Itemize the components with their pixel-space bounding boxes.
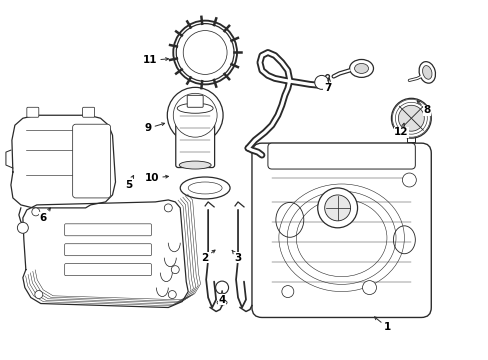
Text: 8: 8 (416, 101, 430, 115)
Circle shape (35, 291, 42, 298)
Circle shape (314, 75, 328, 89)
Ellipse shape (422, 66, 431, 79)
Circle shape (168, 291, 176, 298)
Polygon shape (23, 200, 188, 307)
Circle shape (398, 105, 424, 131)
FancyBboxPatch shape (73, 124, 110, 198)
Text: 1: 1 (374, 317, 390, 332)
Circle shape (183, 31, 226, 75)
FancyBboxPatch shape (187, 95, 203, 107)
Circle shape (317, 188, 357, 228)
Text: 11: 11 (143, 55, 168, 66)
Text: 4: 4 (218, 291, 225, 305)
FancyBboxPatch shape (267, 143, 414, 169)
FancyBboxPatch shape (82, 107, 94, 117)
Circle shape (167, 87, 223, 143)
FancyBboxPatch shape (27, 107, 39, 117)
Circle shape (173, 21, 237, 84)
Ellipse shape (179, 161, 211, 169)
FancyBboxPatch shape (64, 264, 151, 276)
Text: 5: 5 (124, 175, 133, 190)
Text: 6: 6 (39, 208, 50, 223)
Text: 2: 2 (201, 250, 215, 263)
Polygon shape (11, 115, 115, 208)
Circle shape (281, 285, 293, 298)
Ellipse shape (217, 300, 226, 305)
Text: 10: 10 (145, 173, 168, 183)
Ellipse shape (349, 59, 373, 77)
Ellipse shape (177, 103, 213, 113)
Text: 9: 9 (144, 123, 164, 133)
Circle shape (402, 173, 415, 187)
Text: 12: 12 (393, 123, 408, 137)
Circle shape (390, 98, 430, 138)
Circle shape (171, 266, 179, 274)
Circle shape (362, 280, 376, 294)
FancyBboxPatch shape (64, 244, 151, 256)
Ellipse shape (418, 62, 435, 83)
Circle shape (32, 208, 40, 216)
FancyBboxPatch shape (251, 143, 430, 318)
Ellipse shape (354, 63, 368, 73)
Circle shape (18, 222, 28, 233)
Ellipse shape (180, 177, 229, 199)
Ellipse shape (188, 182, 222, 194)
Text: 7: 7 (324, 78, 331, 93)
FancyBboxPatch shape (175, 108, 214, 167)
Circle shape (324, 195, 350, 221)
Circle shape (173, 93, 217, 137)
FancyBboxPatch shape (64, 224, 151, 236)
Circle shape (215, 281, 228, 294)
Text: 3: 3 (232, 250, 241, 263)
Circle shape (176, 24, 234, 81)
Circle shape (164, 204, 172, 212)
